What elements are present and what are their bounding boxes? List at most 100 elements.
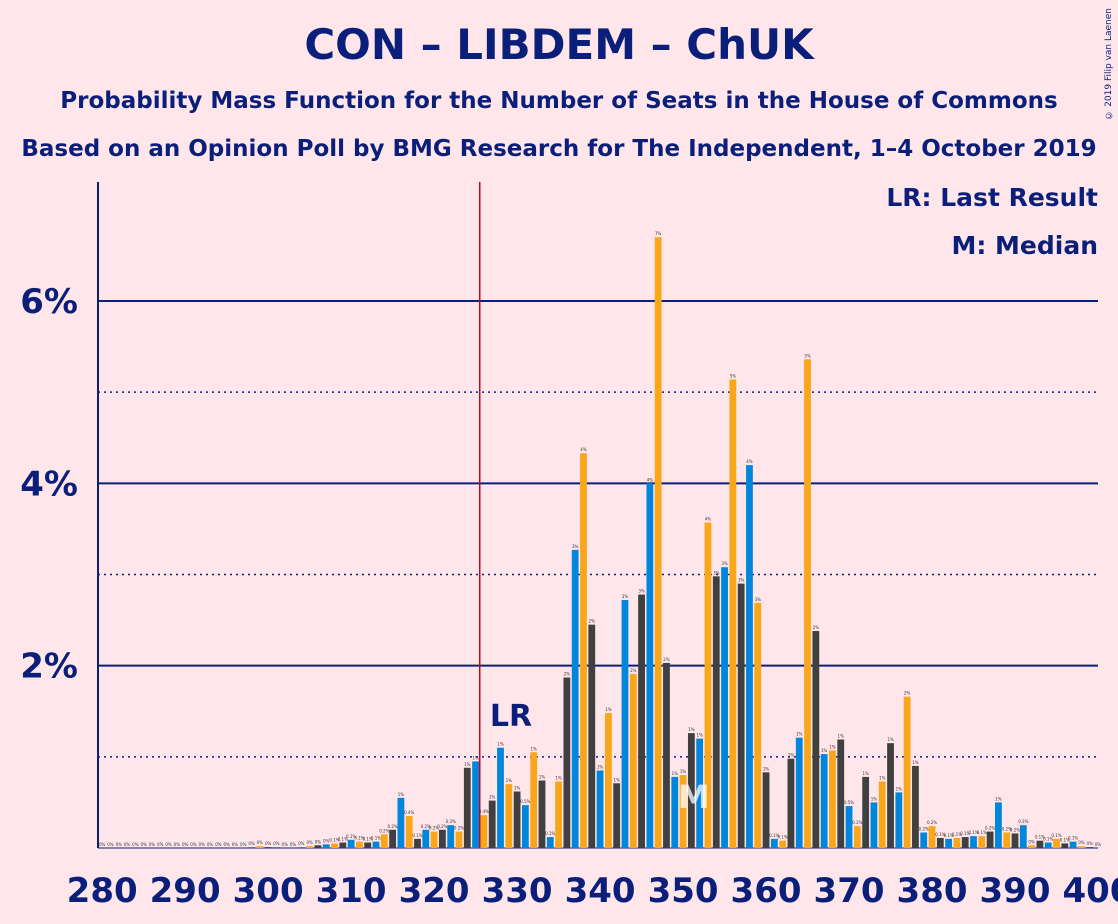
bar-data-label: 0%	[116, 842, 123, 847]
bar-data-label: 7%	[655, 231, 662, 236]
bar	[513, 791, 521, 848]
bar	[389, 829, 397, 848]
bar	[621, 600, 629, 848]
bar	[1061, 843, 1069, 848]
bar-data-label: 1%	[696, 733, 703, 738]
bar	[887, 743, 894, 848]
bar	[687, 733, 695, 848]
bar-data-label: 0.2%	[421, 824, 431, 829]
bar-data-label: 1%	[829, 744, 836, 749]
x-tick-label: 340	[565, 871, 636, 911]
bar-data-label: 0%	[107, 842, 114, 847]
bar	[356, 841, 363, 848]
bar	[397, 797, 405, 848]
bar-data-label: 0.2%	[852, 820, 862, 825]
bar-data-label: 2%	[813, 625, 820, 630]
bar	[430, 831, 438, 848]
bar-data-label: 1%	[680, 769, 687, 774]
bar-data-label: 2%	[564, 672, 571, 677]
bar	[912, 765, 919, 848]
x-tick-label: 370	[814, 871, 885, 911]
bar-data-label: 4%	[647, 477, 654, 482]
bar	[414, 838, 421, 848]
bar-data-label: 1%	[788, 753, 795, 758]
bar-data-label: 0.1%	[371, 836, 381, 841]
bar-data-label: 1%	[539, 775, 546, 780]
bar-data-label: 0.5%	[520, 799, 530, 804]
bar-data-label: 1%	[497, 742, 504, 747]
bar	[563, 677, 571, 848]
bar-data-label: 0.1%	[338, 837, 348, 842]
bar-data-label: 0%	[182, 842, 189, 847]
bar-data-label: 0.1%	[968, 830, 978, 835]
bar-data-label: 0.2%	[454, 826, 464, 831]
bar-data-label: 0%	[165, 842, 172, 847]
bar	[497, 747, 504, 848]
bar-data-label: 1%	[398, 792, 405, 797]
x-tick-label: 300	[233, 871, 304, 911]
bar-data-label: 0%	[190, 842, 197, 847]
bar	[488, 800, 496, 848]
bar	[571, 549, 579, 848]
bar	[920, 832, 928, 848]
bar	[754, 602, 762, 848]
bar	[829, 750, 836, 848]
bar	[347, 839, 355, 848]
bar	[737, 583, 745, 848]
x-tick-label: 390	[980, 871, 1051, 911]
bar	[804, 359, 811, 848]
bar-data-label: 0%	[257, 840, 264, 845]
bar	[248, 847, 255, 848]
bar-data-label: 3%	[755, 597, 762, 602]
bar	[795, 737, 803, 848]
bar	[530, 752, 538, 848]
bar	[663, 662, 670, 848]
bar	[322, 844, 330, 848]
bar-data-label: 0.2%	[379, 828, 389, 833]
bar	[1078, 846, 1085, 848]
bar-data-label: 5%	[730, 373, 737, 378]
bar-data-label: 3%	[572, 544, 579, 549]
bar	[580, 453, 587, 848]
bar-data-label: 3%	[721, 561, 728, 566]
bar-data-label: 0%	[248, 841, 255, 846]
legend-last-result: LR: Last Result	[886, 183, 1098, 212]
bar-data-label: 1%	[912, 760, 919, 765]
x-tick-label: 380	[897, 871, 968, 911]
bar	[1036, 840, 1044, 848]
bar	[978, 836, 986, 848]
bar-data-label: 1%	[672, 771, 679, 776]
bar-data-label: 0%	[290, 842, 297, 847]
bar-data-label: 0%	[1087, 841, 1094, 846]
bar-data-label: 0%	[215, 842, 222, 847]
bar	[696, 738, 704, 848]
bar	[704, 522, 712, 848]
bar-data-label: 0.1%	[1043, 837, 1053, 842]
bar-data-label: 0.3%	[446, 819, 456, 824]
bar-data-label: 0%	[273, 841, 280, 846]
bar	[961, 837, 969, 848]
bar	[845, 806, 853, 848]
bar	[646, 483, 654, 848]
bar-data-label: 5%	[804, 353, 811, 358]
bar-data-label: 0%	[298, 841, 305, 846]
bar	[405, 816, 413, 848]
bar	[903, 696, 911, 848]
bar-data-label: 0%	[140, 842, 147, 847]
bar	[770, 838, 778, 848]
bar	[596, 770, 604, 848]
bar-data-label: 1%	[796, 732, 803, 737]
bar	[604, 713, 612, 848]
x-tick-label: 360	[731, 871, 802, 911]
bar-data-label: 2%	[663, 657, 670, 662]
bar	[447, 825, 455, 848]
bar	[953, 837, 961, 848]
bar	[936, 837, 944, 848]
bar-data-label: 0.2%	[919, 827, 929, 832]
y-tick-label: 2%	[20, 647, 78, 687]
bar-data-label: 0%	[232, 842, 239, 847]
bar	[1011, 833, 1019, 848]
bar	[853, 826, 861, 848]
bar-data-label: 0%	[265, 841, 272, 846]
bar-data-label: 0.1%	[545, 831, 555, 836]
